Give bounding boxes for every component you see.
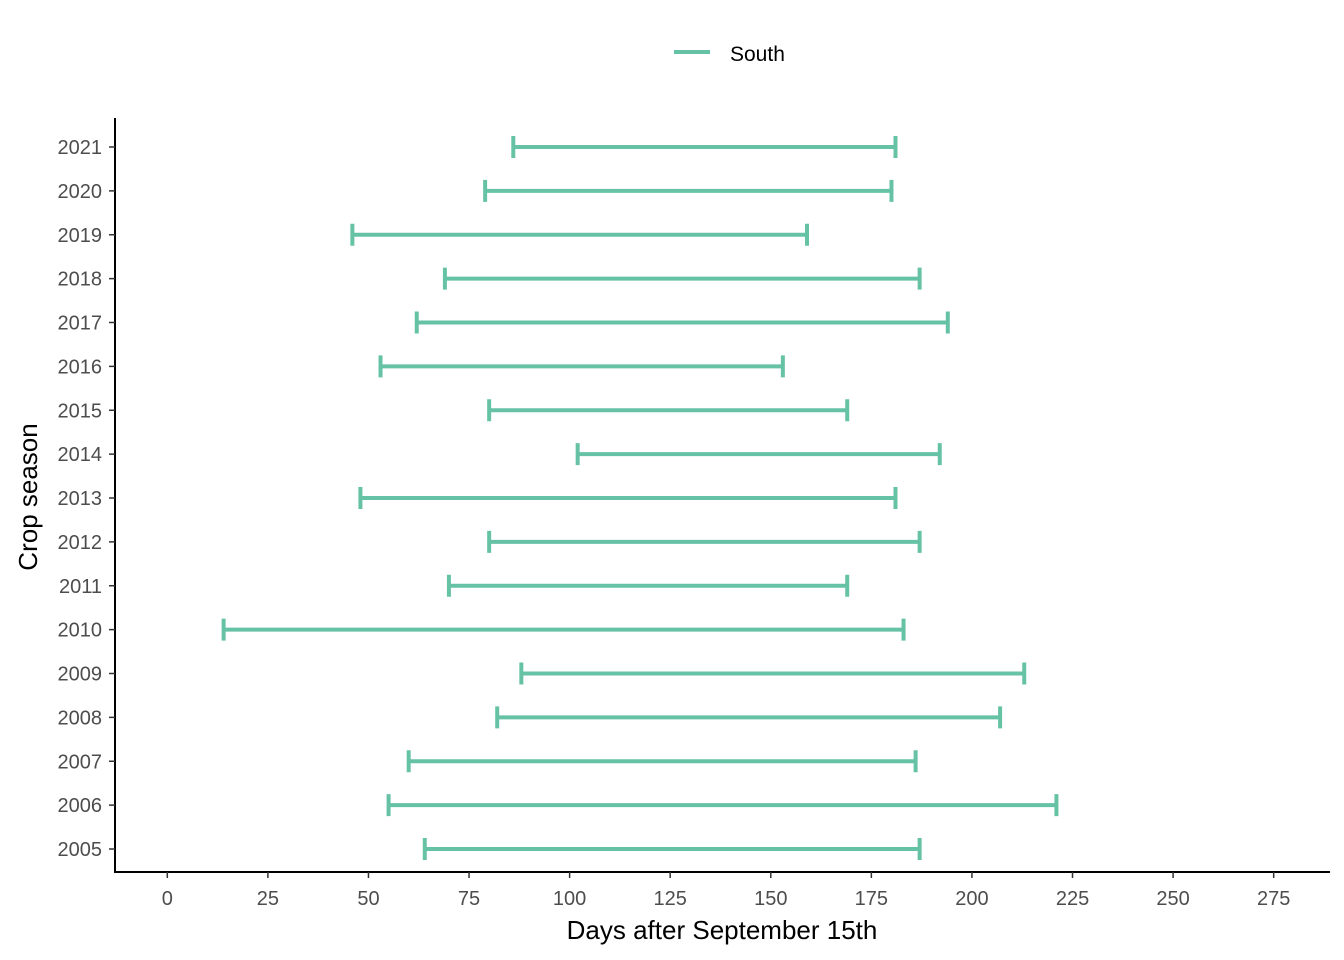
x-tick-label: 250 <box>1156 888 1189 910</box>
range-bar-2020 <box>483 179 894 202</box>
y-tick-label: 2017 <box>58 313 103 335</box>
x-tick-label: 150 <box>754 888 787 910</box>
y-tick-label: 2012 <box>58 532 103 554</box>
y-tick-label: 2007 <box>58 751 103 773</box>
y-tick-label: 2016 <box>58 356 103 378</box>
range-bar-2008 <box>495 706 1003 729</box>
y-tick-label: 2005 <box>58 839 103 861</box>
range-bar-2005 <box>422 838 922 860</box>
x-tick-label: 275 <box>1257 888 1290 910</box>
y-tick-label: 2019 <box>58 225 103 247</box>
y-axis-title: Crop season <box>13 423 43 570</box>
range-bar-2012 <box>487 530 922 553</box>
range-bar-2019 <box>350 223 809 246</box>
range-bars <box>221 136 1059 860</box>
x-tick-label: 50 <box>357 888 379 910</box>
range-bar-2016 <box>378 355 785 378</box>
y-tick-label: 2018 <box>58 269 103 291</box>
x-tick-label: 75 <box>458 888 480 910</box>
legend-label: South <box>730 43 785 66</box>
x-tick-label: 0 <box>162 888 173 910</box>
range-bar-2006 <box>386 794 1059 817</box>
y-tick-label: 2021 <box>58 137 103 159</box>
range-bar-2015 <box>487 399 850 422</box>
axes <box>114 118 1330 873</box>
range-bar-2009 <box>519 662 1027 685</box>
range-bar-2010 <box>221 618 906 641</box>
range-bar-2011 <box>446 574 850 597</box>
range-bar-2021 <box>511 136 898 158</box>
range-bar-2018 <box>442 267 922 290</box>
y-tick-label: 2010 <box>58 620 103 642</box>
x-tick-label: 125 <box>654 888 687 910</box>
y-tick-label: 2015 <box>58 400 103 422</box>
y-tick-label: 2013 <box>58 488 103 510</box>
x-tick-label: 175 <box>855 888 888 910</box>
y-tick-label: 2009 <box>58 664 103 686</box>
x-tick-label: 225 <box>1056 888 1089 910</box>
y-tick-label: 2008 <box>58 707 103 729</box>
x-tick-label: 100 <box>553 888 586 910</box>
y-tick-label: 2014 <box>58 444 103 466</box>
x-tick-label: 25 <box>257 888 279 910</box>
legend: South <box>674 43 785 66</box>
y-tick-label: 2020 <box>58 181 103 203</box>
y-tick-label: 2011 <box>59 576 102 598</box>
x-axis-title: Days after September 15th <box>567 915 878 945</box>
x-axis-ticks: 0 25 50 75 100 125 150 175 200 225 250 275 <box>162 872 1290 910</box>
x-tick-label: 200 <box>955 888 988 910</box>
range-bar-2017 <box>414 311 950 334</box>
range-bar-2013 <box>358 487 898 509</box>
y-axis-ticks: 2005 2006 2007 2008 2009 2010 2011 2012 2013 2014… <box>58 137 115 861</box>
y-tick-label: 2006 <box>58 795 103 817</box>
range-bar-2014 <box>575 443 942 466</box>
range-bar-2007 <box>406 750 918 773</box>
